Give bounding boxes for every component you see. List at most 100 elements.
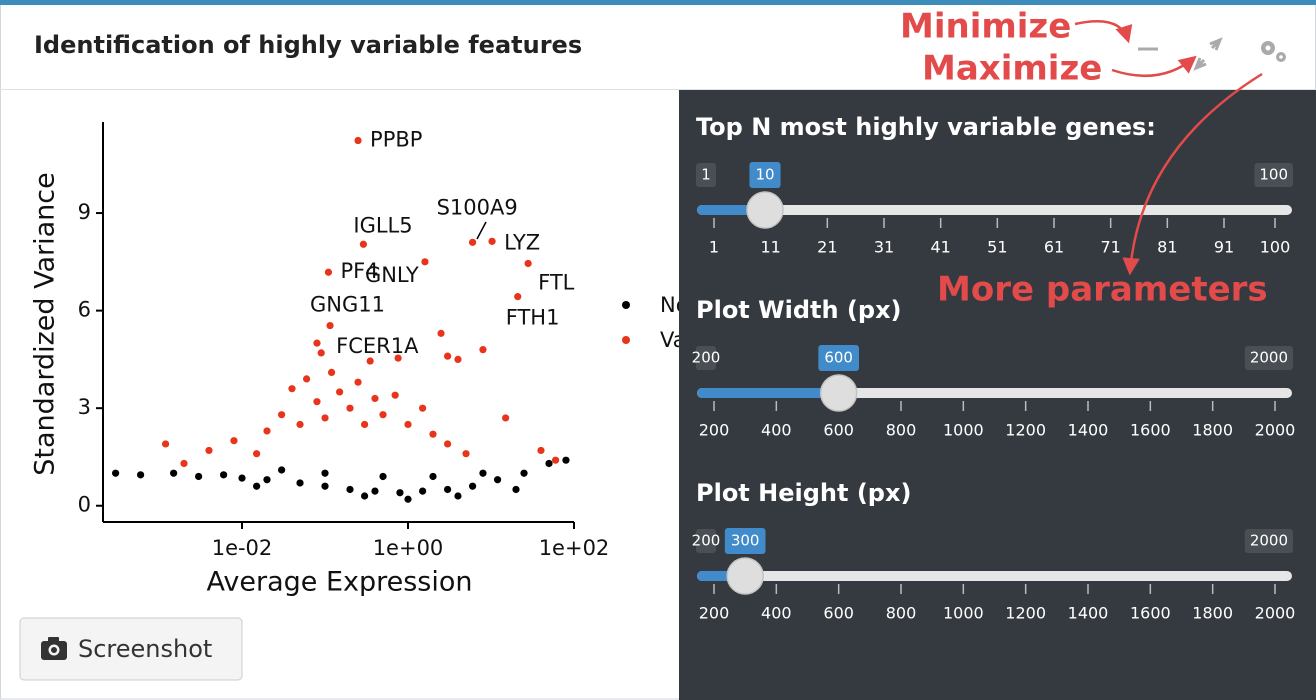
point bbox=[354, 378, 362, 386]
point bbox=[404, 495, 412, 503]
point bbox=[404, 420, 412, 429]
slider-tick-label: 91 bbox=[1214, 238, 1234, 257]
slider-tick-label: 51 bbox=[987, 238, 1007, 257]
point-label: FTL bbox=[538, 270, 575, 294]
point bbox=[396, 489, 404, 497]
point bbox=[195, 472, 203, 481]
y-tick-label: 6 bbox=[78, 298, 91, 322]
slider-handle[interactable] bbox=[726, 557, 764, 595]
point-label: IGLL5 bbox=[353, 213, 412, 237]
point bbox=[361, 492, 369, 500]
screenshot-button[interactable]: Screenshot bbox=[19, 617, 243, 681]
point bbox=[429, 430, 437, 438]
point bbox=[479, 469, 487, 477]
point bbox=[288, 385, 296, 393]
slider-min: 200 bbox=[692, 532, 721, 550]
point bbox=[468, 238, 477, 246]
box-title: Identification of highly variable featur… bbox=[34, 31, 582, 59]
slider-max: 100 bbox=[1259, 166, 1288, 184]
slider-tick-label: 400 bbox=[761, 421, 792, 440]
point bbox=[313, 339, 321, 347]
slider-max-box bbox=[1244, 529, 1293, 553]
slider-fill bbox=[697, 388, 839, 398]
point bbox=[468, 482, 477, 490]
point bbox=[462, 450, 470, 458]
point bbox=[238, 474, 246, 482]
slider-handle[interactable] bbox=[746, 191, 784, 229]
y-tick-label: 9 bbox=[78, 200, 91, 224]
point bbox=[366, 357, 374, 365]
point bbox=[170, 469, 178, 477]
slider-tick-label: 21 bbox=[817, 238, 837, 257]
slider-min-box bbox=[696, 346, 716, 370]
legend-swatch bbox=[622, 336, 630, 344]
point bbox=[313, 398, 321, 406]
slider-track bbox=[697, 571, 1292, 581]
point-label: LYZ bbox=[504, 230, 540, 254]
slider-tick-label: 800 bbox=[886, 604, 917, 623]
point bbox=[379, 472, 387, 481]
annotation: Minimize bbox=[900, 7, 1071, 47]
slider-tick-label: 200 bbox=[699, 604, 730, 623]
x-tick-label: 1e+02 bbox=[539, 536, 610, 560]
slider-max: 2000 bbox=[1250, 349, 1288, 367]
point bbox=[263, 427, 271, 435]
point bbox=[112, 469, 120, 477]
point bbox=[296, 420, 304, 429]
slider-value-box bbox=[724, 528, 766, 554]
slider-tick-label: 400 bbox=[761, 604, 792, 623]
slider-label: Plot Height (px) bbox=[696, 479, 911, 507]
point bbox=[512, 485, 520, 494]
slider-value: 600 bbox=[824, 349, 853, 367]
point bbox=[379, 411, 387, 419]
point bbox=[354, 136, 362, 145]
slider-label: Top N most highly variable genes: bbox=[696, 113, 1156, 141]
point bbox=[562, 456, 570, 464]
point bbox=[371, 487, 379, 495]
slider-tick-label: 1000 bbox=[943, 604, 984, 623]
slider-tick-label: 100 bbox=[1260, 238, 1291, 257]
slider-tick-label: 41 bbox=[930, 238, 950, 257]
point bbox=[336, 388, 344, 396]
point bbox=[219, 471, 228, 479]
slider-tick-label: 71 bbox=[1100, 238, 1120, 257]
label-leader bbox=[476, 221, 487, 240]
point-label: GNLY bbox=[365, 263, 419, 287]
point bbox=[394, 354, 402, 362]
point bbox=[361, 420, 369, 429]
point bbox=[545, 459, 553, 468]
slider-min: 1 bbox=[701, 166, 711, 184]
annotation: More parameters bbox=[937, 270, 1268, 310]
annotation-arrow bbox=[1122, 72, 1263, 276]
point bbox=[324, 268, 333, 276]
y-tick-label: 0 bbox=[78, 493, 91, 517]
point bbox=[321, 469, 329, 477]
slider-tick-label: 1 bbox=[709, 238, 719, 257]
point bbox=[180, 459, 188, 468]
y-axis-title: Standardized Variance bbox=[30, 172, 61, 475]
point-label: GNG11 bbox=[310, 293, 385, 317]
annotation-arrow bbox=[1111, 55, 1197, 78]
settings-icon[interactable] bbox=[1261, 41, 1286, 62]
slider[interactable]: Plot Width (px) 200 400 600 800 1000 1200 1400 1… bbox=[692, 296, 1296, 440]
camera-icon bbox=[41, 637, 67, 660]
point bbox=[326, 321, 334, 330]
point bbox=[493, 476, 502, 484]
point bbox=[321, 482, 329, 490]
point bbox=[429, 472, 437, 481]
slider-handle[interactable] bbox=[819, 374, 858, 412]
y-tick-label: 3 bbox=[78, 395, 91, 419]
point bbox=[391, 391, 399, 399]
button-frame[interactable] bbox=[19, 617, 243, 681]
slider-tick-label: 1800 bbox=[1192, 421, 1233, 440]
point bbox=[502, 414, 510, 422]
slider-tick-label: 61 bbox=[1044, 238, 1064, 257]
point bbox=[454, 492, 462, 500]
slider-label: Plot Width (px) bbox=[696, 296, 902, 324]
button-label[interactable]: Screenshot bbox=[78, 635, 212, 663]
point bbox=[444, 440, 452, 448]
legend-swatch bbox=[622, 301, 630, 309]
slider-value-box bbox=[818, 345, 859, 371]
slider[interactable]: Plot Height (px) 200 400 600 800 1000 1200 1400… bbox=[692, 479, 1296, 623]
